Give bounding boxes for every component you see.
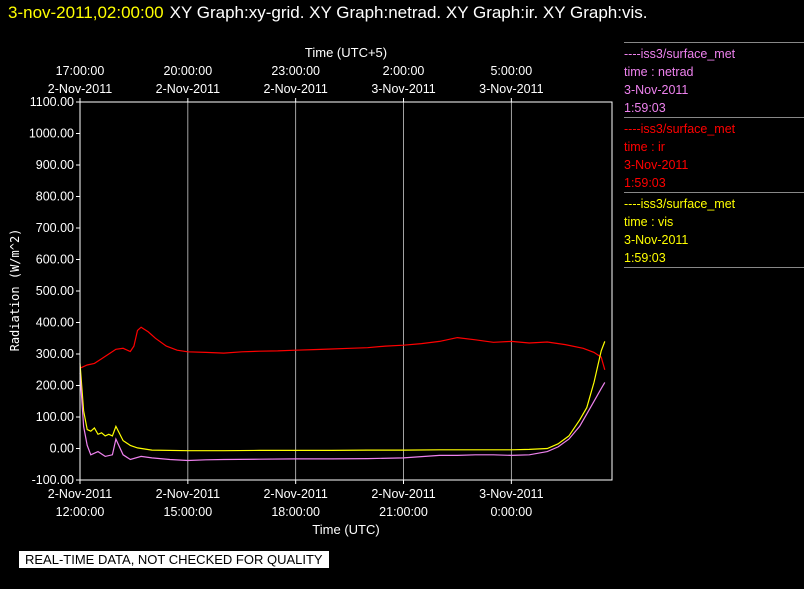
x-tick-time: 15:00:00 — [164, 505, 213, 519]
x-tick-date: 2-Nov-2011 — [263, 487, 327, 501]
legend-source: ----iss3/surface_met — [624, 122, 736, 136]
legend-date: 3-Nov-2011 — [624, 233, 689, 247]
legend-label: time : vis — [624, 215, 674, 229]
y-tick-label: 1000.00 — [29, 127, 74, 141]
y-tick-label: 400.00 — [36, 316, 74, 330]
x2-tick-time: 17:00:00 — [56, 64, 105, 78]
x2-axis-ticks: 17:00:00 2-Nov-2011 20:00:00 2-Nov-2011 23:0… — [48, 64, 544, 102]
x-tick-time: 0:00:00 — [490, 505, 532, 519]
y-tick-label: 700.00 — [36, 221, 74, 235]
series-ir-line — [79, 326, 606, 370]
x-tick-time: 18:00:00 — [271, 505, 320, 519]
x-tick-time: 21:00:00 — [379, 505, 428, 519]
legend-label: time : netrad — [624, 65, 694, 79]
title-bar: 3-nov-2011,02:00:00 XY Graph:xy-grid. XY … — [8, 3, 647, 23]
x2-tick-time: 5:00:00 — [490, 64, 532, 78]
y-tick-label: 300.00 — [36, 347, 74, 361]
y-axis-ticks: 1100.00 1000.00 900.00 800.00 700.00 600.00 50… — [29, 95, 80, 487]
graph-list: XY Graph:xy-grid. XY Graph:netrad. XY Gr… — [169, 3, 648, 22]
legend-date: 3-Nov-2011 — [624, 158, 689, 172]
x2-tick-date: 2-Nov-2011 — [156, 82, 220, 96]
y-tick-label: 600.00 — [36, 253, 74, 267]
x-tick-date: 3-Nov-2011 — [479, 487, 543, 501]
x-axis-ticks: 2-Nov-2011 12:00:00 2-Nov-2011 15:00:00 2-No… — [48, 480, 544, 519]
quality-notice: REAL-TIME DATA, NOT CHECKED FOR QUALITY — [19, 551, 329, 568]
x-tick-time: 12:00:00 — [56, 505, 105, 519]
x-tick-date: 2-Nov-2011 — [371, 487, 435, 501]
legend-label: time : ir — [624, 140, 665, 154]
y-tick-label: 500.00 — [36, 284, 74, 298]
y-tick-label: 0.00 — [50, 442, 74, 456]
legend-time: 1:59:03 — [624, 176, 666, 190]
y-axis-label: Radiation (W/m^2) — [8, 229, 22, 352]
timestamp: 3-nov-2011,02:00:00 — [8, 3, 164, 22]
legend-end-rule — [624, 267, 804, 268]
legend-source: ----iss3/surface_met — [624, 197, 736, 211]
x2-tick-date: 3-Nov-2011 — [371, 82, 435, 96]
legend-time: 1:59:03 — [624, 251, 666, 265]
x2-tick-date: 3-Nov-2011 — [479, 82, 543, 96]
x-tick-date: 2-Nov-2011 — [48, 487, 112, 501]
legend: ----iss3/surface_met time : netrad 3-Nov-2… — [624, 42, 804, 268]
x-tick-date: 2-Nov-2011 — [156, 487, 220, 501]
legend-source: ----iss3/surface_met — [624, 47, 736, 61]
grid-lines — [187, 102, 512, 480]
x2-tick-date: 2-Nov-2011 — [48, 82, 112, 96]
y-tick-label: 800.00 — [36, 190, 74, 204]
y-tick-label: 1100.00 — [30, 95, 74, 109]
y-tick-label: 200.00 — [36, 379, 74, 393]
y-tick-label: 900.00 — [36, 158, 74, 172]
x-axis-label: Time (UTC) — [312, 522, 379, 537]
plot-frame — [79, 101, 613, 481]
x2-tick-time: 20:00:00 — [164, 64, 213, 78]
x2-tick-date: 2-Nov-2011 — [263, 82, 327, 96]
series-netrad-line — [79, 372, 606, 462]
x2-axis-label: Time (UTC+5) — [305, 45, 387, 60]
y-tick-label: -100.00 — [32, 473, 74, 487]
series-lines — [79, 326, 606, 462]
y-tick-label: 100.00 — [36, 410, 74, 424]
series-vis-line — [79, 341, 606, 452]
x2-tick-time: 2:00:00 — [383, 64, 425, 78]
legend-date: 3-Nov-2011 — [624, 83, 689, 97]
legend-time: 1:59:03 — [624, 101, 666, 115]
x2-tick-time: 23:00:00 — [271, 64, 320, 78]
